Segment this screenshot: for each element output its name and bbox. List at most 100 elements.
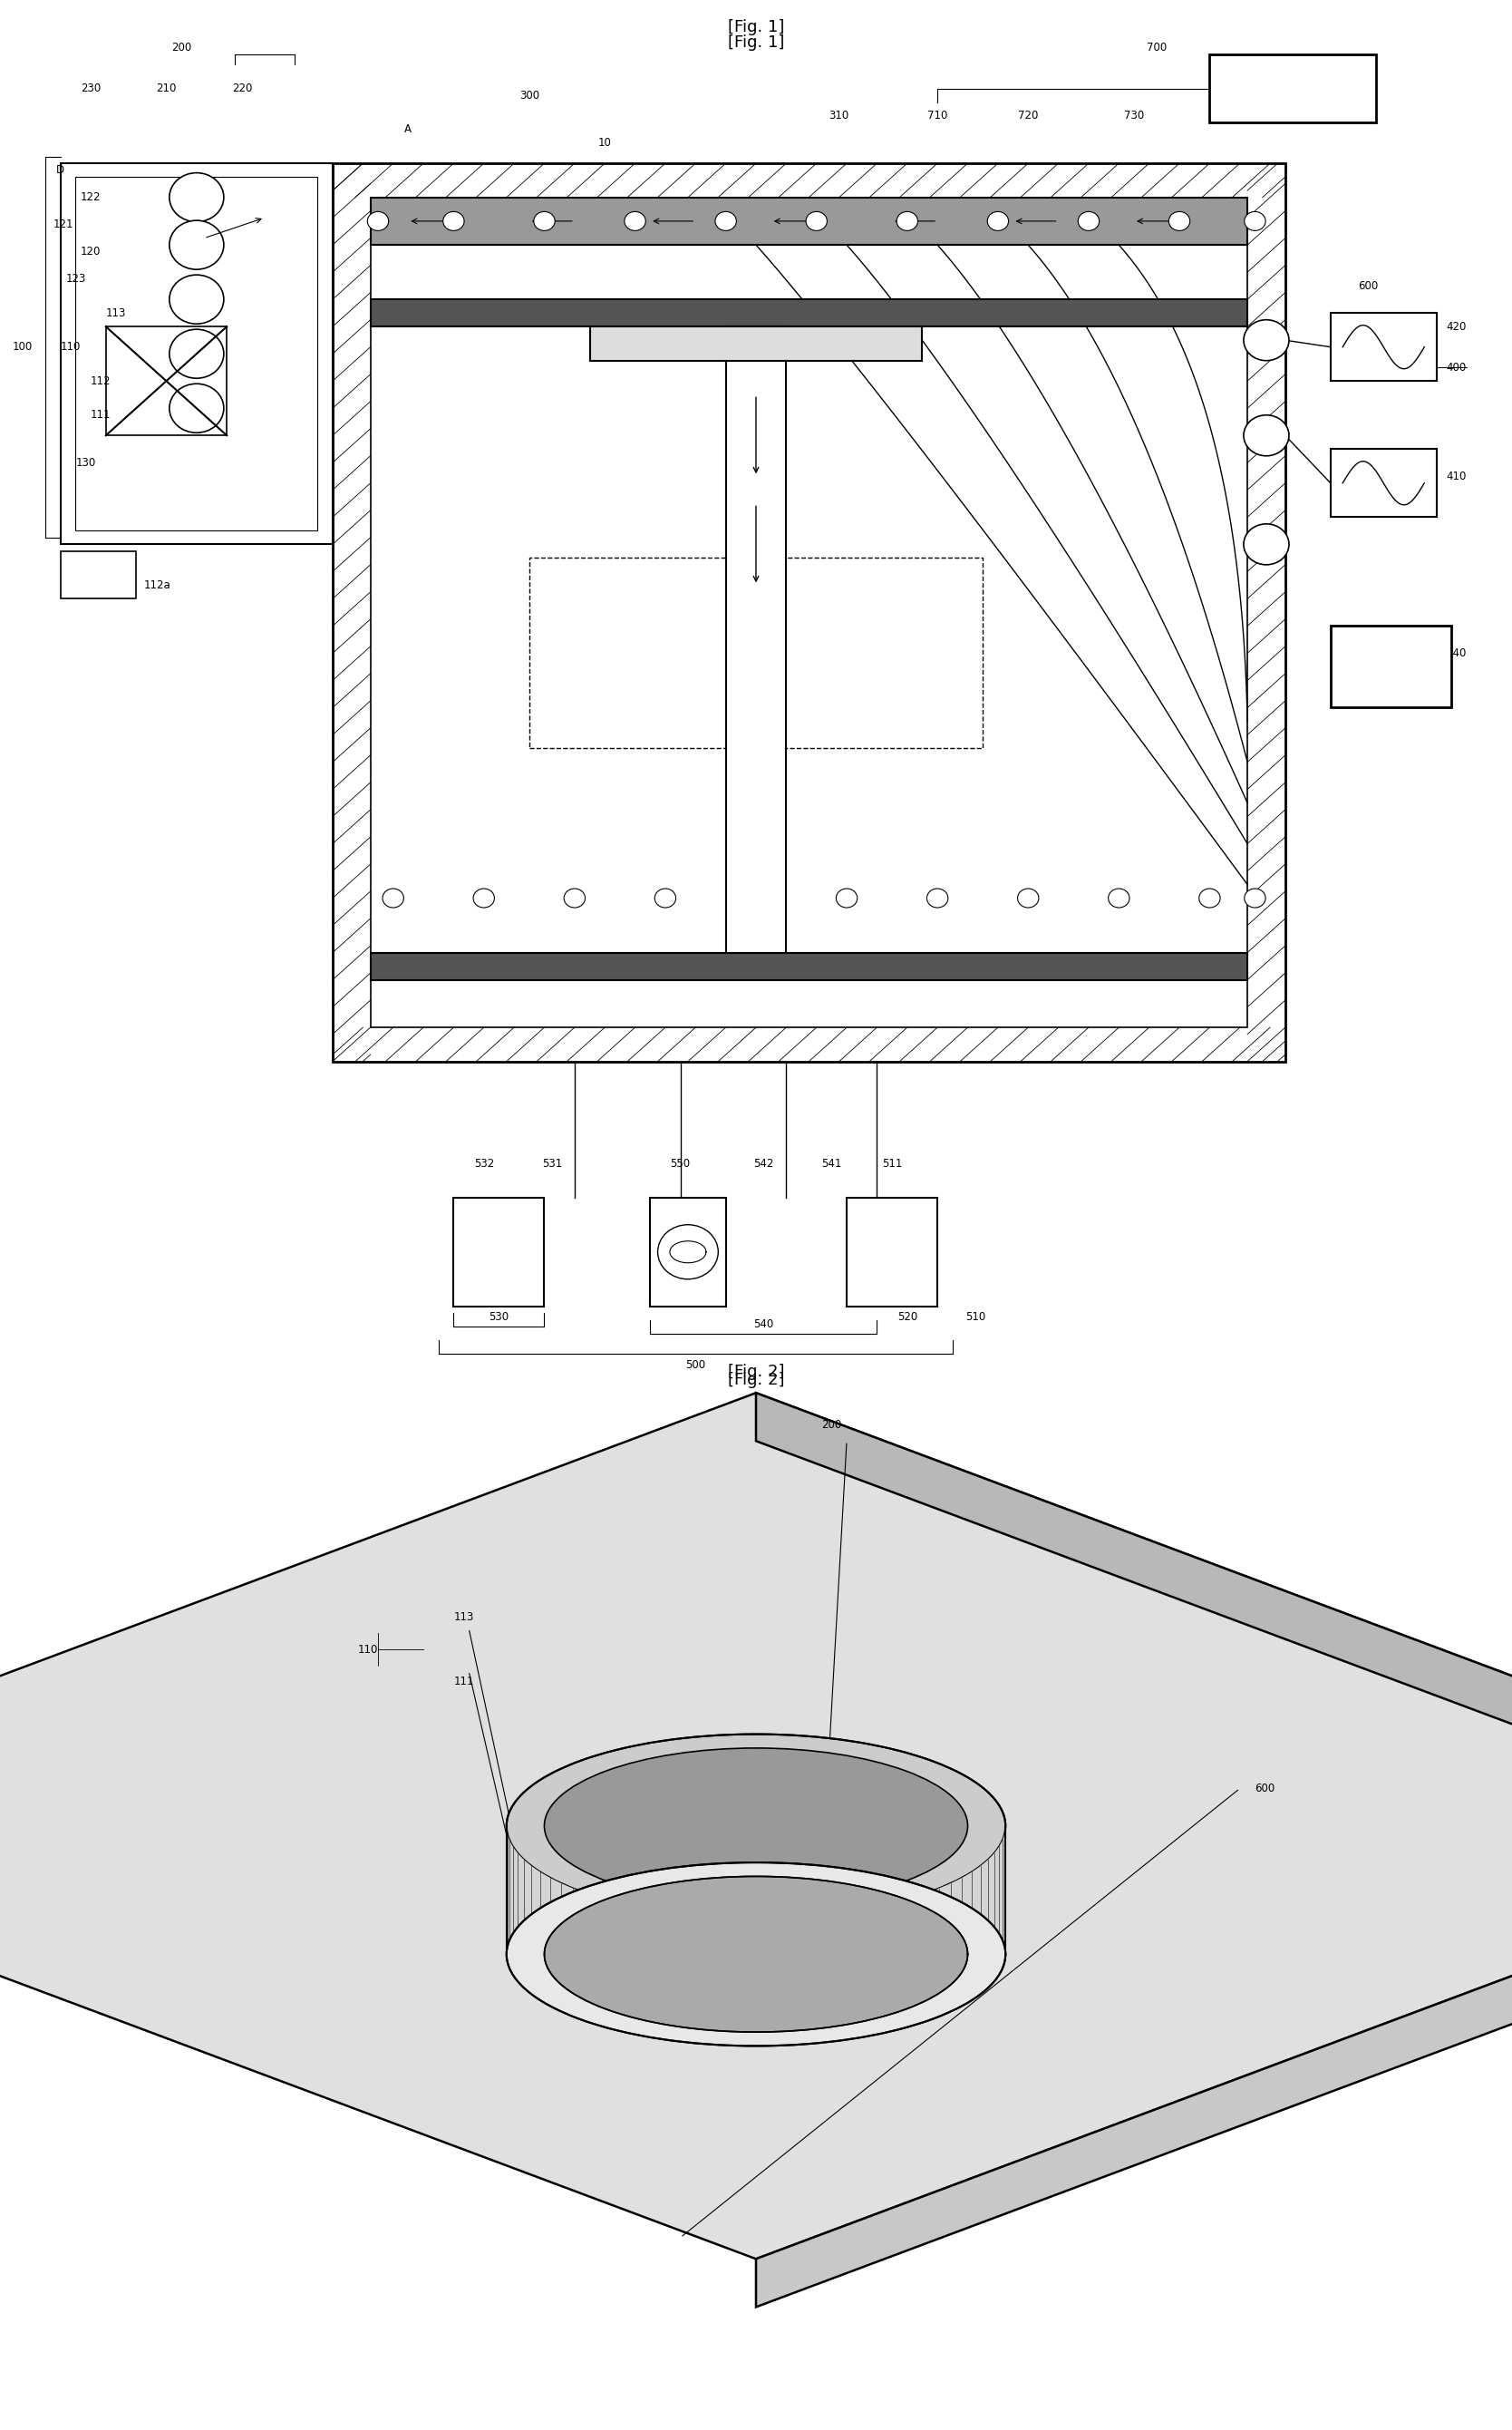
- Bar: [60, 552, 136, 598]
- Text: 230: 230: [80, 83, 101, 95]
- Text: 200: 200: [821, 1419, 842, 1431]
- Polygon shape: [0, 1392, 1512, 2260]
- Text: 10: 10: [599, 136, 611, 148]
- Text: 410: 410: [1447, 471, 1467, 481]
- Circle shape: [534, 211, 555, 231]
- Circle shape: [1244, 211, 1266, 231]
- Text: 120: 120: [80, 245, 101, 258]
- Circle shape: [836, 889, 857, 909]
- Bar: [370, 197, 1247, 245]
- Bar: [726, 326, 786, 953]
- Text: 100: 100: [12, 340, 33, 352]
- Text: 110: 110: [358, 1643, 378, 1655]
- Text: 532: 532: [473, 1157, 494, 1169]
- Circle shape: [1018, 889, 1039, 909]
- Circle shape: [383, 889, 404, 909]
- Circle shape: [624, 211, 646, 231]
- Circle shape: [564, 889, 585, 909]
- Bar: [1331, 450, 1436, 518]
- Ellipse shape: [544, 1876, 968, 2031]
- Bar: [1331, 627, 1452, 707]
- Bar: [76, 177, 318, 530]
- Text: A: A: [405, 124, 411, 136]
- Text: 112: 112: [91, 374, 110, 386]
- Text: 200: 200: [171, 41, 192, 53]
- Circle shape: [806, 211, 827, 231]
- Text: 111: 111: [91, 408, 110, 420]
- Text: 123: 123: [65, 272, 86, 284]
- Text: [Fig. 1]: [Fig. 1]: [727, 34, 785, 51]
- Circle shape: [745, 889, 767, 909]
- Ellipse shape: [507, 1735, 1005, 1917]
- Bar: [590, 326, 922, 360]
- Circle shape: [443, 211, 464, 231]
- Circle shape: [169, 275, 224, 323]
- Text: 600: 600: [1255, 1784, 1275, 1793]
- Polygon shape: [756, 1392, 1512, 1874]
- Circle shape: [1244, 889, 1266, 909]
- Text: 210: 210: [156, 83, 177, 95]
- Text: 542: 542: [753, 1157, 774, 1169]
- Text: 140: 140: [1447, 646, 1467, 659]
- Polygon shape: [507, 1825, 1005, 2046]
- Circle shape: [927, 889, 948, 909]
- Bar: [1210, 53, 1376, 122]
- Text: 112a: 112a: [144, 578, 171, 590]
- Text: 121: 121: [53, 219, 73, 231]
- Text: 540: 540: [753, 1317, 774, 1329]
- Text: 710: 710: [927, 109, 948, 122]
- Circle shape: [1108, 889, 1129, 909]
- Circle shape: [169, 330, 224, 379]
- Text: 550: 550: [670, 1157, 691, 1169]
- Circle shape: [169, 384, 224, 433]
- Circle shape: [987, 211, 1009, 231]
- Ellipse shape: [507, 1861, 1005, 2046]
- Bar: [529, 559, 983, 748]
- Circle shape: [169, 173, 224, 221]
- Bar: [370, 197, 1247, 1028]
- Text: 700: 700: [1146, 41, 1167, 53]
- Text: 600: 600: [1358, 279, 1379, 292]
- Circle shape: [1243, 416, 1290, 457]
- Text: 220: 220: [231, 83, 253, 95]
- Circle shape: [367, 211, 389, 231]
- Bar: [370, 953, 1247, 979]
- Bar: [1331, 313, 1436, 382]
- Text: 541: 541: [821, 1157, 842, 1169]
- Bar: [847, 1198, 937, 1307]
- Text: 122: 122: [80, 192, 101, 204]
- Text: 531: 531: [541, 1157, 562, 1169]
- Text: [Fig. 1]: [Fig. 1]: [727, 19, 785, 36]
- Polygon shape: [756, 1825, 1512, 2306]
- Text: 520: 520: [897, 1312, 918, 1324]
- Text: 730: 730: [1123, 109, 1145, 122]
- Circle shape: [897, 211, 918, 231]
- Text: 110: 110: [60, 340, 80, 352]
- Bar: [454, 1198, 544, 1307]
- Bar: [650, 1198, 726, 1307]
- Text: 310: 310: [829, 109, 850, 122]
- Text: D: D: [56, 165, 65, 175]
- Text: 500: 500: [685, 1358, 706, 1371]
- Bar: [60, 163, 333, 544]
- Circle shape: [1199, 889, 1220, 909]
- Text: 400: 400: [1447, 362, 1467, 374]
- Circle shape: [473, 889, 494, 909]
- Bar: [333, 163, 1285, 1062]
- Bar: [106, 326, 227, 435]
- Bar: [370, 299, 1247, 326]
- Circle shape: [715, 211, 736, 231]
- Text: 111: 111: [454, 1677, 473, 1686]
- Text: 530: 530: [488, 1312, 510, 1324]
- Text: [Fig. 2]: [Fig. 2]: [727, 1363, 785, 1380]
- Circle shape: [655, 889, 676, 909]
- Circle shape: [658, 1225, 718, 1278]
- Circle shape: [169, 221, 224, 270]
- Text: [Fig. 2]: [Fig. 2]: [727, 1371, 785, 1388]
- Circle shape: [1169, 211, 1190, 231]
- Text: 112b: 112b: [60, 578, 88, 590]
- Ellipse shape: [544, 1747, 968, 1903]
- Circle shape: [1243, 525, 1290, 564]
- Text: 113: 113: [454, 1611, 473, 1623]
- Text: 510: 510: [965, 1312, 986, 1324]
